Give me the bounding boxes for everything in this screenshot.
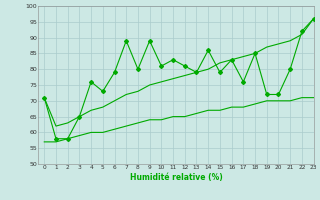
X-axis label: Humidité relative (%): Humidité relative (%) (130, 173, 222, 182)
